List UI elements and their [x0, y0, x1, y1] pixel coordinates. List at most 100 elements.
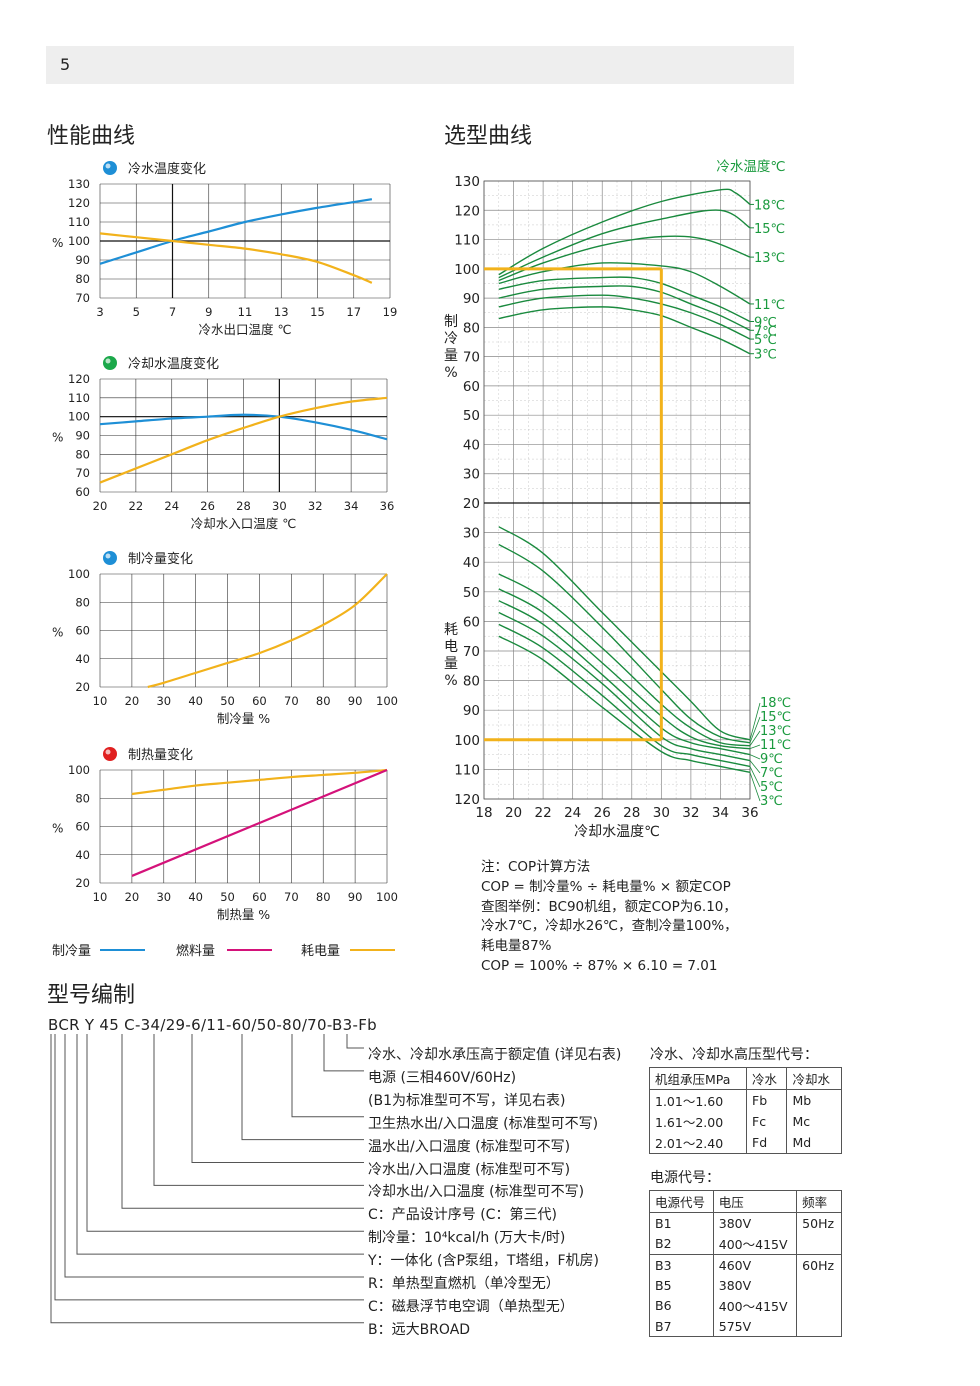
th: 频率: [796, 1190, 842, 1213]
chart-title: 冷水温度变化: [128, 161, 206, 177]
label-leader: [749, 744, 761, 750]
bottom-y-axis-label: 量: [444, 656, 458, 672]
y-tick-label: 70: [75, 291, 90, 305]
curve-label: 5℃: [760, 780, 783, 795]
th: 电压: [712, 1190, 798, 1213]
power-table-title: 电源代号：: [650, 1170, 720, 1186]
legend-fuel-line: [227, 949, 272, 951]
y-tick-label: 130: [454, 174, 480, 190]
y-tick-label: 50: [463, 408, 480, 424]
cell: [796, 1316, 842, 1337]
label-leader: [749, 702, 761, 740]
capacity-curve-5℃: [498, 294, 751, 340]
pressure-table: 机组承压MPa 冷水 冷却水 1.01～1.60 Fb Mb 1.61～2.00 Fc Mc…: [648, 1067, 842, 1154]
y-tick-label: 80: [463, 674, 480, 690]
power-curve-18℃: [498, 526, 751, 741]
y-tick-label: 90: [75, 253, 90, 267]
bullet-highlight: [105, 749, 111, 755]
series-line-耗电量: [131, 768, 388, 796]
model-desc-line: 冷却水出/入口温度 (标准型可不写): [368, 1184, 585, 1201]
model-desc-line: C：磁悬浮节电空调（单热型无）: [368, 1298, 574, 1315]
x-axis-label: 制热量 %: [217, 907, 270, 922]
curve-label: 7℃: [754, 324, 777, 339]
code-branch: [121, 1034, 364, 1209]
y-tick-label: 100: [68, 234, 90, 248]
chart-title: 冷却水温度变化: [128, 356, 219, 372]
y-tick-label: 40: [75, 848, 90, 862]
plot-frame: [483, 180, 751, 800]
cell: Mc: [786, 1111, 842, 1132]
x-tick-label: 60: [252, 694, 267, 708]
x-tick-label: 20: [505, 805, 522, 821]
curve-label: 13℃: [760, 724, 791, 739]
x-tick-label: 11: [238, 305, 253, 319]
bullet-highlight: [105, 163, 111, 169]
bullet-icon: [103, 551, 117, 565]
th: 冷却水: [786, 1067, 842, 1090]
y-tick-label: 20: [75, 876, 90, 890]
x-axis-label: 冷却水温度℃: [574, 824, 660, 840]
top-y-axis-label: 冷: [444, 331, 458, 347]
x-tick-label: 5: [133, 305, 140, 319]
model-code: BCR Y 45 C-34/29-6/11-60/50-80/70-B3-Fb: [48, 1016, 377, 1034]
x-tick-label: 80: [316, 694, 331, 708]
bottom-y-axis-label: 电: [444, 639, 458, 655]
curve-label: 18℃: [760, 696, 791, 711]
power-curve-9℃: [498, 600, 751, 756]
x-tick-label: 9: [205, 305, 212, 319]
x-tick-label: 34: [344, 499, 359, 513]
y-tick-label: 60: [75, 624, 90, 638]
y-tick-label: 110: [68, 391, 90, 405]
code-branch: [50, 1034, 364, 1324]
model-desc-line: 卫生热水出/入口温度 (标准型可不写): [368, 1115, 599, 1132]
model-desc-line: C：产品设计序号 (C：第三代): [368, 1207, 557, 1224]
cell: Fc: [746, 1111, 788, 1132]
y-tick-label: 100: [68, 410, 90, 424]
y-tick-label: 90: [463, 703, 480, 719]
y-tick-label: 30: [463, 526, 480, 542]
code-branch: [76, 1034, 364, 1255]
cell: B6: [649, 1295, 714, 1316]
code-branch: [86, 1034, 364, 1232]
cell: 460V: [712, 1254, 798, 1275]
curve-label: 15℃: [760, 710, 791, 725]
note-line: 冷水7℃，冷却水26℃，查制冷量100%，: [481, 918, 738, 935]
curve-label: 18℃: [754, 198, 785, 213]
model-desc-line: Y：一体化 (含P泵组，T塔组，F机房): [368, 1253, 599, 1270]
code-branch: [54, 1034, 364, 1301]
y-tick-label: 80: [75, 791, 90, 805]
curve-label: 3℃: [760, 794, 783, 809]
label-leader: [749, 772, 761, 802]
capacity-curve-15℃: [498, 209, 751, 279]
code-branch: [64, 1034, 364, 1278]
cell: 380V: [712, 1212, 798, 1233]
cell: 1.01～1.60: [648, 1089, 748, 1111]
y-axis-label: %: [52, 431, 63, 445]
capacity-curve-7℃: [498, 285, 751, 331]
code-branch: [191, 1034, 364, 1163]
cell: 575V: [712, 1316, 798, 1337]
x-tick-label: 7: [169, 305, 176, 319]
y-tick-label: 120: [68, 196, 90, 210]
cell: 380V: [712, 1275, 798, 1295]
y-tick-label: 70: [463, 350, 480, 366]
code-branch: [241, 1034, 364, 1141]
capacity-curve-11℃: [498, 262, 751, 305]
x-tick-label: 60: [252, 890, 267, 904]
x-tick-label: 30: [156, 694, 171, 708]
code-branch: [323, 1034, 364, 1072]
series-line-制冷量: [99, 198, 373, 265]
x-tick-label: 30: [653, 805, 670, 821]
x-tick-label: 24: [164, 499, 179, 513]
series-line-耗电量: [147, 573, 388, 689]
curve-label: 3℃: [754, 348, 777, 363]
legend-fuel: 燃料量: [176, 944, 216, 959]
x-tick-label: 90: [348, 694, 363, 708]
model-desc-line: 冷水、冷却水承压高于额定值 (详见右表): [368, 1047, 622, 1063]
y-tick-label: 110: [68, 215, 90, 229]
x-axis-label: 冷水出口温度 ℃: [198, 322, 291, 337]
x-axis-label: 制冷量 %: [217, 711, 270, 726]
model-title: 型号编制: [47, 983, 136, 1008]
curve-label: 7℃: [760, 766, 783, 781]
x-tick-label: 22: [129, 499, 144, 513]
